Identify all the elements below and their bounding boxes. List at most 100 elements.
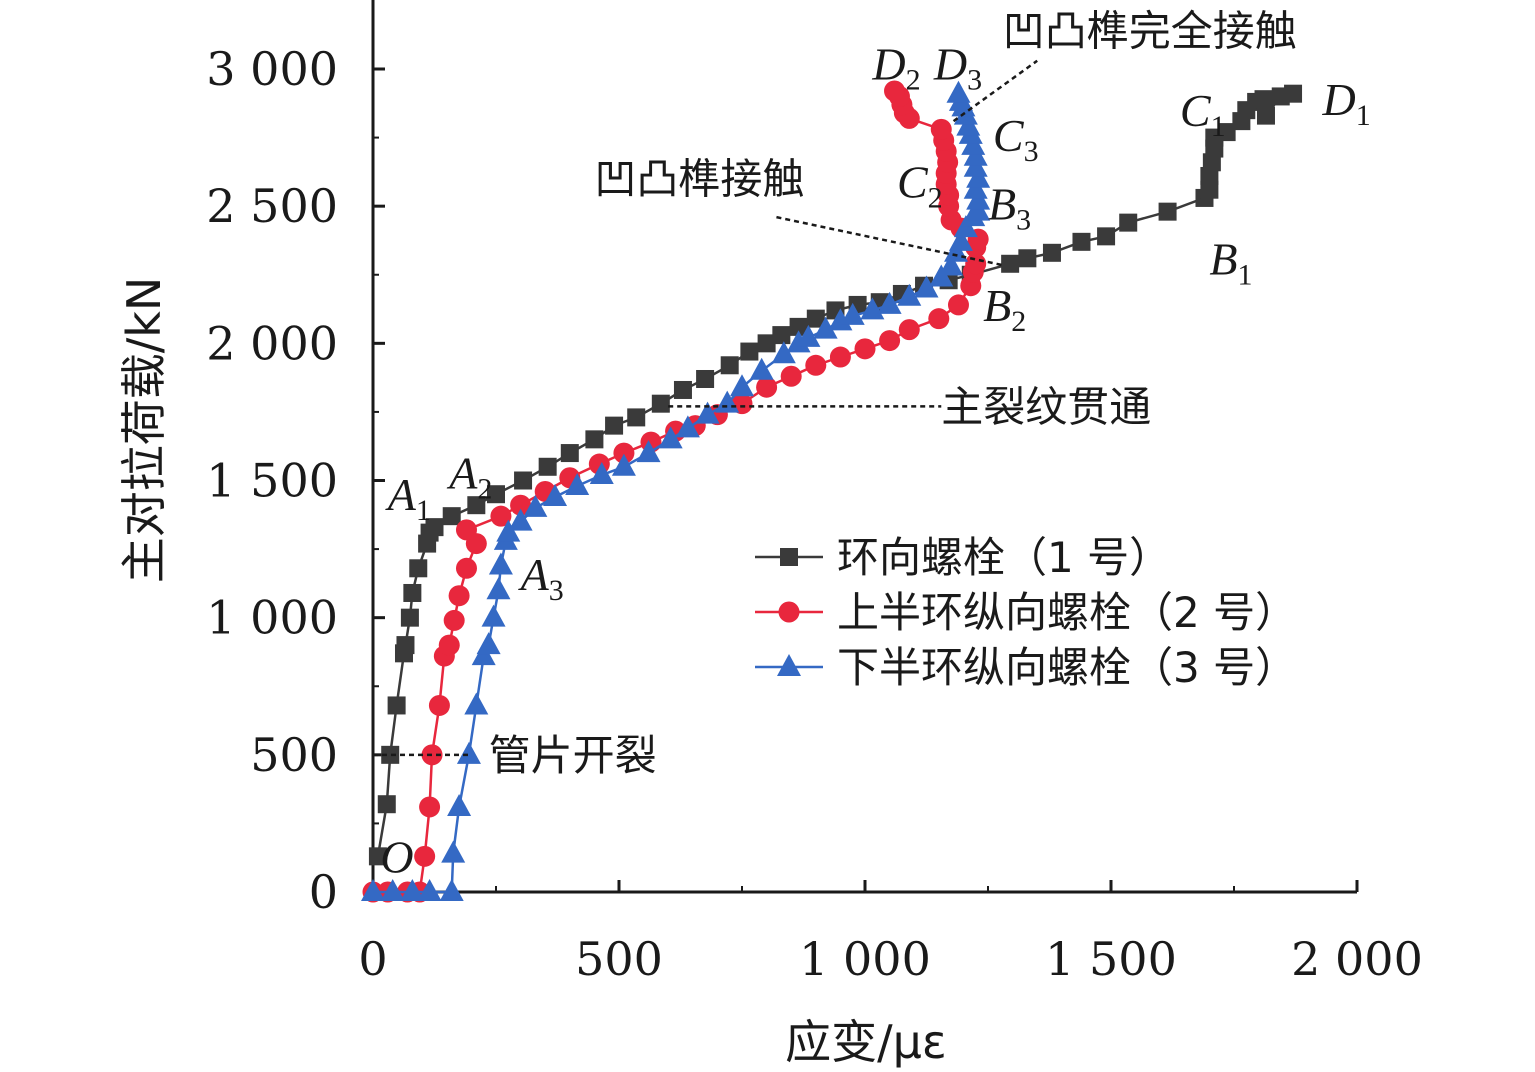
- y-tick-label: 1 500: [206, 454, 338, 508]
- data-point-hoop-bolt: [1042, 243, 1061, 262]
- data-point-lower-longitudinal-bolt: [508, 508, 533, 531]
- data-point-hoop-bolt: [806, 309, 825, 328]
- data-point-hoop-bolt: [1200, 180, 1219, 199]
- data-point-lower-longitudinal-bolt: [481, 604, 506, 627]
- data-point-lower-longitudinal-bolt: [441, 840, 466, 863]
- data-point-lower-longitudinal-bolt: [464, 692, 489, 715]
- data-point-lower-longitudinal-bolt: [730, 374, 754, 397]
- point-label-letter: C: [1180, 85, 1212, 136]
- legend-entry-hoop-bolt: 环向螺栓（1 号）: [755, 533, 1171, 582]
- data-point-hoop-bolt: [1001, 254, 1020, 273]
- data-point-hoop-bolt: [1200, 166, 1219, 185]
- data-point-lower-longitudinal-bolt: [840, 302, 865, 325]
- data-point-hoop-bolt: [757, 334, 776, 353]
- data-point-upper-longitudinal-bolt: [428, 694, 450, 716]
- data-point-lower-longitudinal-bolt: [877, 291, 902, 314]
- data-point-hoop-bolt: [387, 696, 406, 715]
- data-point-upper-longitudinal-bolt: [780, 365, 802, 387]
- point-label-letter: A: [385, 469, 417, 520]
- legend-label: 上半环纵向螺栓（2 号）: [837, 588, 1297, 637]
- data-point-hoop-bolt: [1254, 90, 1273, 109]
- point-label: B3: [988, 178, 1031, 236]
- data-point-lower-longitudinal-bolt: [400, 879, 425, 901]
- data-point-lower-longitudinal-bolt: [476, 632, 501, 655]
- point-label-subscript: 2: [928, 181, 943, 214]
- legend: 环向螺栓（1 号） 上半环纵向螺栓（2 号） 下半环纵向螺栓（3 号）: [755, 533, 1297, 692]
- data-point-hoop-bolt: [627, 408, 646, 427]
- data-point-upper-longitudinal-bolt: [928, 308, 950, 330]
- annotation-label: 管片开裂: [489, 731, 657, 780]
- legend-marker: [777, 654, 801, 676]
- data-point-hoop-bolt: [1018, 249, 1037, 268]
- legend-label: 下半环纵向螺栓（3 号）: [837, 643, 1297, 692]
- x-axis-title: 应变/με: [785, 1015, 947, 1069]
- annotation-label: 主裂纹贯通: [941, 382, 1151, 431]
- y-tick-label: 2 000: [206, 316, 338, 370]
- y-tick-label: 1 000: [206, 591, 338, 645]
- data-point-upper-longitudinal-bolt: [448, 585, 470, 607]
- data-point-lower-longitudinal-bolt: [361, 879, 385, 901]
- data-point-hoop-bolt: [1284, 84, 1303, 103]
- data-point-lower-longitudinal-bolt: [771, 341, 796, 364]
- data-point-hoop-bolt: [425, 518, 444, 537]
- data-point-upper-longitudinal-bolt: [898, 319, 920, 341]
- data-point-hoop-bolt: [368, 847, 387, 866]
- data-point-hoop-bolt: [377, 795, 396, 814]
- point-label-letter: A: [518, 549, 550, 600]
- data-point-lower-longitudinal-bolt: [611, 453, 636, 476]
- legend-marker: [780, 548, 798, 566]
- annotation-leader-line: [952, 59, 1038, 123]
- y-tick-label: 0: [309, 865, 338, 919]
- data-point-lower-longitudinal-bolt: [796, 324, 821, 347]
- x-tick-label: 0: [358, 932, 387, 986]
- point-label-subscript: 3: [967, 64, 982, 97]
- data-point-lower-longitudinal-bolt: [589, 462, 614, 485]
- data-point-upper-longitudinal-bolt: [438, 634, 460, 656]
- point-label: A3: [518, 549, 564, 607]
- data-point-upper-longitudinal-bolt: [930, 118, 952, 140]
- data-point-lower-longitudinal-bolt: [496, 519, 521, 542]
- data-point-hoop-bolt: [396, 636, 415, 655]
- annotation-label: 凹凸榫完全接触: [1003, 7, 1297, 56]
- data-point-hoop-bolt: [1202, 153, 1221, 172]
- data-point-upper-longitudinal-bolt: [879, 330, 901, 352]
- data-point-upper-longitudinal-bolt: [419, 796, 441, 818]
- legend-label: 环向螺栓（1 号）: [837, 533, 1171, 582]
- data-point-upper-longitudinal-bolt: [510, 494, 532, 516]
- data-point-upper-longitudinal-bolt: [455, 519, 477, 541]
- data-point-lower-longitudinal-bolt: [658, 426, 683, 449]
- point-label: C2: [897, 156, 943, 214]
- point-label-subscript: 3: [1024, 135, 1039, 168]
- point-label-subscript: 1: [1211, 110, 1226, 143]
- data-point-lower-longitudinal-bolt: [749, 357, 774, 380]
- data-point-hoop-bolt: [442, 507, 461, 526]
- series-layer: [361, 80, 1303, 903]
- point-label-letter: C: [993, 110, 1025, 161]
- annotation-leader-line: [776, 215, 1004, 267]
- data-point-upper-longitudinal-bolt: [414, 845, 436, 867]
- point-label-letter: B: [983, 280, 1011, 331]
- data-point-hoop-bolt: [1072, 232, 1091, 251]
- data-point-hoop-bolt: [720, 356, 739, 375]
- data-point-hoop-bolt: [1119, 213, 1138, 232]
- data-point-upper-longitudinal-bolt: [443, 609, 465, 631]
- point-label-letter: D: [933, 39, 967, 90]
- data-point-hoop-bolt: [1217, 123, 1236, 142]
- data-point-lower-longitudinal-bolt: [456, 741, 481, 764]
- data-point-hoop-bolt: [538, 457, 557, 476]
- point-label-subscript: 2: [1011, 305, 1026, 338]
- point-label: C1: [1180, 85, 1226, 143]
- y-tick-label: 500: [250, 728, 338, 782]
- data-point-hoop-bolt: [651, 394, 670, 413]
- data-point-upper-longitudinal-bolt: [947, 294, 969, 316]
- data-point-lower-longitudinal-bolt: [417, 879, 442, 901]
- data-point-lower-longitudinal-bolt: [543, 483, 568, 506]
- point-label-letter: A: [446, 447, 478, 498]
- point-label: C3: [993, 110, 1039, 168]
- x-tick-label: 2 000: [1291, 932, 1423, 986]
- data-point-hoop-bolt: [400, 608, 419, 627]
- data-point-hoop-bolt: [514, 471, 533, 490]
- data-point-upper-longitudinal-bolt: [756, 376, 778, 398]
- point-label-subscript: 2: [906, 64, 921, 97]
- data-point-hoop-bolt: [789, 317, 808, 336]
